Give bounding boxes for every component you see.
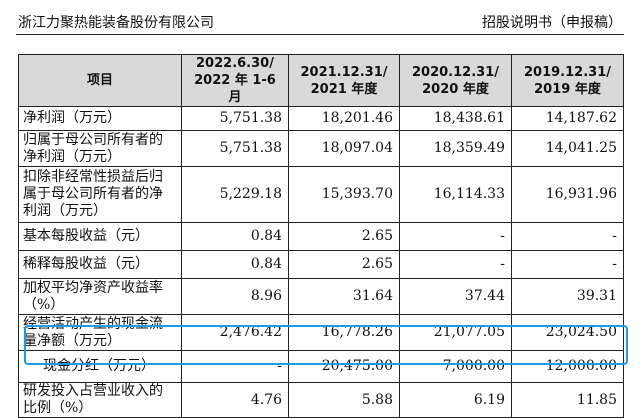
cell-value: 16,778.26: [288, 314, 400, 351]
row-label: 扣除非经常性损益后归属于母公司所有者的净利润（万元）: [18, 166, 182, 223]
cell-value: -: [181, 350, 289, 383]
cell-value: 16,931.96: [511, 166, 624, 223]
cell-value: 5,751.38: [181, 106, 289, 131]
column-header: 2019.12.31/ 2019 年度: [511, 54, 624, 107]
column-header: 项目: [18, 54, 182, 107]
cell-value: 8.96: [181, 278, 289, 315]
cell-value: 2,476.42: [181, 314, 289, 351]
cell-value: 11.85: [511, 382, 624, 418]
row-label: 研发投入占营业收入的比例（%）: [18, 382, 182, 418]
table-row: 经营活动产生的现金流量净额（万元） 2,476.42 16,778.26 21,…: [18, 314, 624, 351]
cell-value: -: [399, 222, 512, 251]
row-label: 稀释每股收益（元）: [18, 250, 182, 279]
table-row: 扣除非经常性损益后归属于母公司所有者的净利润（万元） 5,229.18 15,3…: [18, 166, 624, 223]
cell-value: 6.19: [399, 382, 512, 418]
cell-value: 37.44: [399, 278, 512, 315]
cell-value: -: [399, 250, 512, 279]
page-header: 浙江力聚热能装备股份有限公司 招股说明书（申报稿）: [16, 8, 624, 35]
row-label: 净利润（万元）: [18, 106, 182, 131]
row-label: 经营活动产生的现金流量净额（万元）: [18, 314, 182, 351]
cell-value: 5.88: [288, 382, 400, 418]
cell-value: 18,359.49: [399, 130, 512, 167]
cell-value: 21,077.05: [399, 314, 512, 351]
table-row: 归属于母公司所有者的净利润（万元） 5,751.38 18,097.04 18,…: [18, 130, 624, 167]
cell-value: 5,751.38: [181, 130, 289, 167]
cell-value: -: [511, 250, 624, 279]
table-row: 加权平均净资产收益率（%） 8.96 31.64 37.44 39.31: [18, 278, 624, 315]
cell-value: 4.76: [181, 382, 289, 418]
cell-value: 15,393.70: [288, 166, 400, 223]
cell-value: 0.84: [181, 250, 289, 279]
cell-value: 18,201.46: [288, 106, 400, 131]
financial-indicators-table: 项目 2022.6.30/ 2022 年 1-6 月 2021.12.31/ 2…: [18, 54, 624, 418]
column-header: 2020.12.31/ 2020 年度: [399, 54, 512, 107]
cell-value: 14,041.25: [511, 130, 624, 167]
cell-value: 0.84: [181, 222, 289, 251]
cell-value: 16,114.33: [399, 166, 512, 223]
column-header: 2021.12.31/ 2021 年度: [288, 54, 400, 107]
cell-value: 5,229.18: [181, 166, 289, 223]
cell-value: 12,000.00: [511, 350, 624, 383]
company-name: 浙江力聚热能装备股份有限公司: [18, 15, 214, 31]
cell-value: 23,024.50: [511, 314, 624, 351]
table-row: 研发投入占营业收入的比例（%） 4.76 5.88 6.19 11.85: [18, 382, 624, 418]
row-label: 归属于母公司所有者的净利润（万元）: [18, 130, 182, 167]
cell-value: 18,097.04: [288, 130, 400, 167]
table-row: 稀释每股收益（元） 0.84 2.65 - -: [18, 250, 624, 279]
cell-value: 2.65: [288, 222, 400, 251]
row-label: 加权平均净资产收益率（%）: [18, 278, 182, 315]
cell-value: -: [511, 222, 624, 251]
table-row: 净利润（万元） 5,751.38 18,201.46 18,438.61 14,…: [18, 106, 624, 131]
table-row: 基本每股收益（元） 0.84 2.65 - -: [18, 222, 624, 251]
cell-value: 20,475.00: [288, 350, 400, 383]
cell-value: 31.64: [288, 278, 400, 315]
cell-value: 2.65: [288, 250, 400, 279]
cell-value: 14,187.62: [511, 106, 624, 131]
cell-value: 18,438.61: [399, 106, 512, 131]
row-label: 基本每股收益（元）: [18, 222, 182, 251]
column-header: 2022.6.30/ 2022 年 1-6 月: [181, 54, 289, 107]
cell-value: 39.31: [511, 278, 624, 315]
row-label: 现金分红（万元）: [18, 350, 182, 383]
table-header-row: 项目 2022.6.30/ 2022 年 1-6 月 2021.12.31/ 2…: [18, 54, 624, 107]
cell-value: 7,000.00: [399, 350, 512, 383]
table-row-cash-dividend: 现金分红（万元） - 20,475.00 7,000.00 12,000.00: [18, 350, 624, 383]
document-title: 招股说明书（申报稿）: [482, 15, 622, 31]
